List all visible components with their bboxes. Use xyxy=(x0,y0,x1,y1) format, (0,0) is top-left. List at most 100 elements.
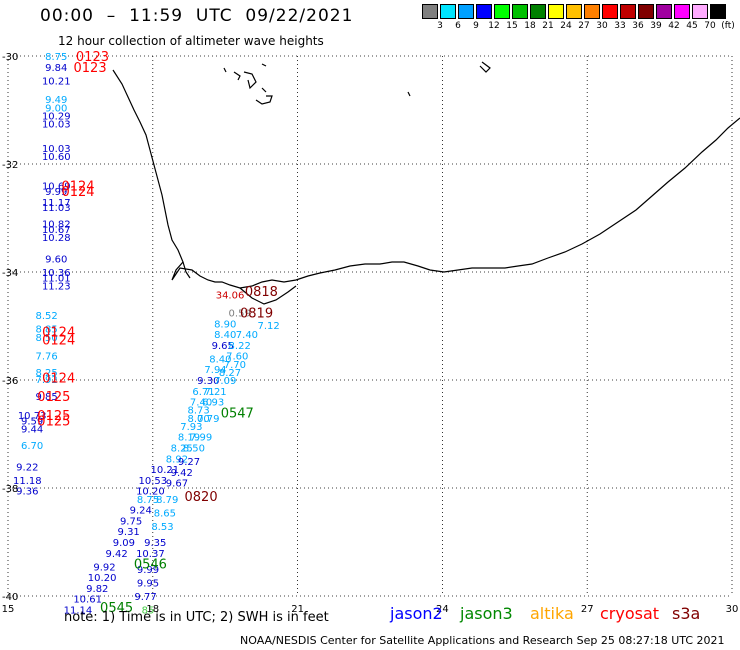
wave-height-value: 10.37 xyxy=(136,549,165,560)
lat-lon-grid xyxy=(7,55,733,597)
satellite-legend-cryosat: cryosat xyxy=(600,604,660,623)
wave-height-value: 10.03 xyxy=(42,144,71,155)
wave-height-value: 9.67 xyxy=(166,479,188,490)
wave-height-value: 8.19 xyxy=(178,433,200,444)
wave-height-value: 8.79 xyxy=(156,495,178,506)
longitude-label: 18 xyxy=(146,604,159,615)
colorbar-label: 30 xyxy=(596,21,608,31)
wave-height-value: 9.75 xyxy=(120,516,142,527)
wave-height-value: 11.17 xyxy=(42,198,71,209)
wave-height-value: 9.95 xyxy=(137,579,159,590)
satellite-legend-jason2: jason2 xyxy=(390,604,443,623)
colorbar-swatch xyxy=(476,4,492,19)
south-africa-coastline xyxy=(112,69,740,289)
pass-time-label: 0125 xyxy=(37,409,70,424)
latitude-labels: -30 -32 -34 -36 -38 -40 xyxy=(2,52,18,603)
pass-time-label: 0123 xyxy=(74,61,107,76)
colorbar-swatch xyxy=(602,4,618,19)
wave-height-value: 9.82 xyxy=(86,584,108,595)
pass-time-label: 0820 xyxy=(185,490,218,505)
longitude-label: 24 xyxy=(436,604,449,615)
wave-height-value: 10.82 xyxy=(42,219,71,230)
wave-height-value: 10.29 xyxy=(42,111,71,122)
pass-time-label: 0124 xyxy=(42,325,75,340)
satellite-legend-jason3: jason3 xyxy=(460,604,513,623)
wave-height-value: 8.53 xyxy=(151,522,173,533)
wave-height-value: 8.90 xyxy=(214,319,236,330)
wave-height-value: 8.25 xyxy=(35,368,57,379)
wave-height-value: 10.61 xyxy=(73,595,102,606)
wave-height-value: 9.59 xyxy=(21,417,43,428)
wave-height-value: 9.27 xyxy=(178,457,200,468)
wave-height-value: 8.52 xyxy=(35,311,57,322)
colorbar-label: 33 xyxy=(614,21,626,31)
map-title: 00:00 – 11:59 UTC 09/22/2021 xyxy=(40,6,354,26)
wave-height-value: 9.31 xyxy=(118,527,140,538)
colorbar-label: 70 xyxy=(704,21,716,31)
wave-height-value: 8.50 xyxy=(35,333,57,344)
latitude-label: -38 xyxy=(2,484,18,495)
map-subtitle: 12 hour collection of altimeter wave hei… xyxy=(58,34,324,48)
wave-height-value: 9.09 xyxy=(113,538,135,549)
colorbar-label: 18 xyxy=(524,21,536,31)
latitude-label: -36 xyxy=(2,376,18,387)
wave-height-value: 8.22 xyxy=(229,341,251,352)
wave-height-value: 9.00 xyxy=(45,103,67,114)
pass-time-label: 0545 xyxy=(100,601,133,616)
colorbar-label: 12 xyxy=(488,21,500,31)
wave-height-value: 10.36 xyxy=(42,268,71,279)
wave-height-value: 8.92 xyxy=(166,454,188,465)
wave-height-value: 7.70 xyxy=(224,360,246,371)
wave-height-value: 8.25 xyxy=(171,444,193,455)
wave-height-value: 10.20 xyxy=(88,573,117,584)
wave-height-value: 10.67 xyxy=(42,225,71,236)
wave-height-value: 7.21 xyxy=(204,387,226,398)
wave-height-value: 7.93 xyxy=(180,422,202,433)
colorbar-swatch xyxy=(512,4,528,19)
colorbar-swatch xyxy=(494,4,510,19)
footnote: note: 1) Time is in UTC; 2) SWH is in fe… xyxy=(64,610,329,625)
wave-height-value: 9.35 xyxy=(144,538,166,549)
colorbar-label: 15 xyxy=(506,21,518,31)
latitude-label: -30 xyxy=(2,52,18,63)
colorbar-swatch xyxy=(458,4,474,19)
wave-height-value: 11.01 xyxy=(42,273,71,284)
wave-height-value: 10.53 xyxy=(138,476,167,487)
wave-height-value: 9.22 xyxy=(16,462,38,473)
pass-time-label: 0125 xyxy=(37,415,70,430)
pass-time-label: 0125 xyxy=(37,390,70,405)
wave-height-value: 9.99 xyxy=(45,187,67,198)
colorbar-swatch xyxy=(620,4,636,19)
colorbar-label: 45 xyxy=(686,21,698,31)
colorbar-label: 21 xyxy=(542,21,554,31)
wave-height-value: 6.71 xyxy=(192,387,214,398)
longitude-label: 15 xyxy=(2,604,15,615)
pass-time-label: 0818 xyxy=(245,285,278,300)
wave-height-value: 11.03 xyxy=(42,203,71,214)
credit-line: NOAA/NESDIS Center for Satellite Applica… xyxy=(240,634,725,647)
colorbar-label: 27 xyxy=(578,21,590,31)
wave-height-value: 7.60 xyxy=(226,352,248,363)
agulhas-bay xyxy=(239,285,297,305)
colorbar-label: 42 xyxy=(668,21,680,31)
wave-height-value: 8.40 xyxy=(214,330,236,341)
satellite-legend-altika: altika xyxy=(530,604,574,623)
wave-height-value: 8.65 xyxy=(154,508,176,519)
wave-height-value: 9.36 xyxy=(16,487,38,498)
longitude-labels: 15 18 21 24 27 30 xyxy=(2,604,739,615)
wave-height-value: 8.73 xyxy=(188,406,210,417)
wave-height-value: 7.76 xyxy=(35,352,57,363)
wave-height-value: 7.40 xyxy=(236,330,258,341)
colorbar-label: 39 xyxy=(650,21,662,31)
wave-height-value: 10.28 xyxy=(42,233,71,244)
wave-height-value: 7.40 xyxy=(190,398,212,409)
wave-height-value: 10.21 xyxy=(42,76,71,87)
colorbar-label: 6 xyxy=(455,21,461,31)
wave-height-value: 7.79 xyxy=(197,414,219,425)
wave-height-value: 11.18 xyxy=(13,476,42,487)
colorbar-swatch xyxy=(710,4,726,19)
wave-height-value: 9.60 xyxy=(45,255,67,266)
wave-height-value: 9.65 xyxy=(212,341,234,352)
colorbar-swatch xyxy=(674,4,690,19)
wave-height-value: 8.85 xyxy=(35,325,57,336)
